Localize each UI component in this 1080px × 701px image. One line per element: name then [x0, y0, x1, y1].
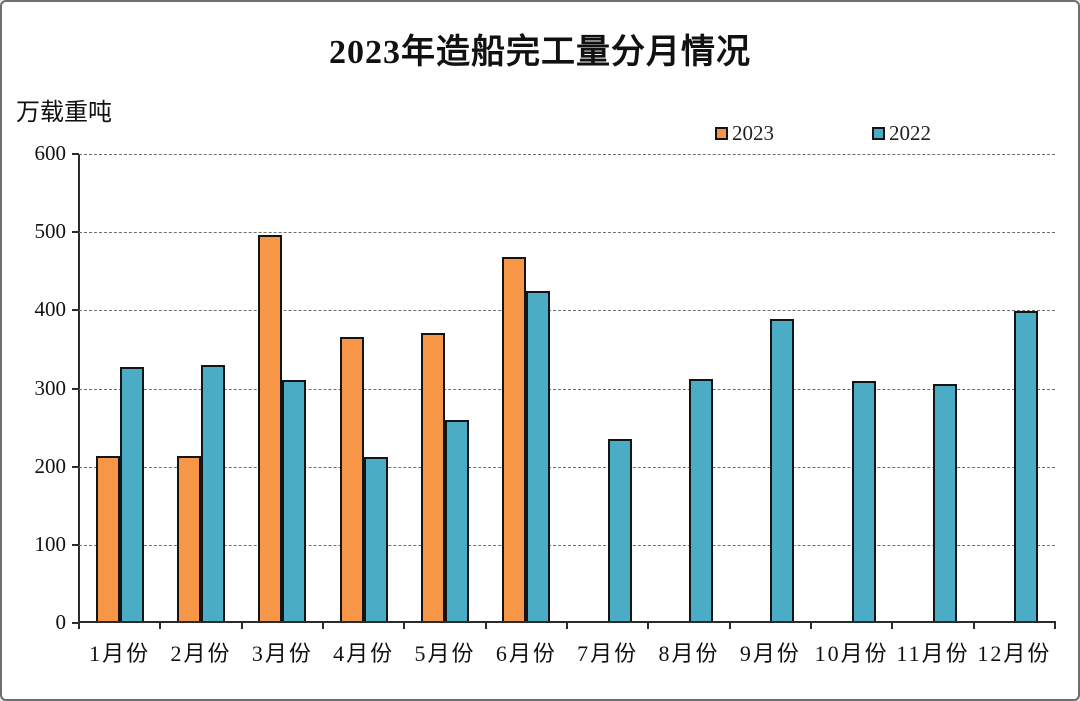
x-axis-label-m6: 6月份 [495, 641, 557, 666]
x-tick-mark-11 [972, 623, 975, 629]
x-tick-mark-1 [159, 623, 162, 629]
bar-2022-m12 [1014, 310, 1039, 623]
bar-2022-m6 [526, 291, 551, 623]
y-tick-mark-0 [72, 622, 79, 624]
x-tick-mark-0 [78, 623, 80, 629]
x-tick-mark-8 [728, 623, 731, 629]
legend-label-2022: 2022 [889, 121, 931, 145]
gridline-400 [79, 310, 1055, 312]
y-tick-label-0: 0 [55, 610, 67, 634]
bar-2023-m5 [421, 333, 445, 623]
y-tick-label-300: 300 [34, 375, 67, 400]
x-axis-label-m7: 7月份 [577, 641, 639, 666]
bar-2022-m1 [119, 366, 144, 623]
x-axis-label-m4: 4月份 [333, 641, 395, 666]
legend-item-2023: 2023 [715, 123, 774, 144]
x-axis-label-m5: 5月份 [414, 641, 476, 666]
x-axis-label-m3: 3月份 [251, 641, 313, 666]
bar-2022-m8 [689, 379, 713, 623]
x-axis-label-m1: 1月份 [89, 641, 151, 666]
y-axis-unit-label: 万载重吨 [16, 100, 112, 126]
y-tick-mark-400 [72, 309, 79, 312]
bar-2022-m2 [201, 365, 225, 623]
y-tick-mark-200 [72, 465, 79, 468]
chart-legend: 2023 2022 [715, 123, 931, 144]
x-tick-mark-6 [566, 623, 568, 629]
x-axis-label-m2: 2月份 [170, 641, 232, 666]
legend-label-2023: 2023 [732, 121, 774, 145]
bar-2022-m3 [282, 380, 307, 623]
bar-2023-m4 [339, 337, 364, 623]
bar-2022-m7 [607, 438, 632, 623]
y-tick-mark-100 [72, 543, 79, 546]
chart-title: 2023年造船完工量分月情况 [329, 34, 751, 71]
bar-2023-m3 [258, 234, 283, 623]
bar-2023-m1 [95, 456, 120, 623]
gridline-100 [79, 544, 1055, 546]
x-tick-mark-12 [1054, 623, 1056, 629]
gridline-300 [79, 388, 1055, 390]
legend-swatch-2023 [715, 127, 728, 140]
y-tick-mark-500 [72, 231, 79, 234]
y-tick-mark-600 [72, 153, 79, 155]
legend-item-2022: 2022 [872, 123, 931, 144]
bar-2022-m9 [770, 319, 795, 623]
y-tick-label-200: 200 [34, 453, 67, 478]
y-tick-label-400: 400 [34, 297, 67, 322]
x-axis-label-m12: 12月份 [977, 641, 1052, 666]
x-axis-label-m8: 8月份 [658, 641, 720, 666]
x-tick-mark-7 [647, 623, 650, 629]
x-axis [78, 621, 1056, 623]
legend-swatch-2022 [872, 127, 885, 140]
y-tick-label-600: 600 [34, 141, 67, 165]
bar-2022-m11 [933, 384, 957, 623]
x-axis-label-m9: 9月份 [739, 641, 801, 666]
bar-2023-m6 [502, 256, 527, 623]
x-tick-mark-3 [322, 623, 324, 629]
bar-2022-m10 [851, 381, 876, 623]
plot-area [79, 154, 1055, 623]
x-tick-mark-4 [403, 623, 406, 629]
x-tick-mark-2 [240, 623, 243, 629]
gridline-200 [79, 466, 1055, 468]
gridline-500 [79, 232, 1055, 234]
x-tick-mark-10 [891, 623, 894, 629]
x-axis-label-m11: 11月份 [896, 641, 970, 666]
bar-2022-m4 [363, 456, 388, 623]
y-tick-label-500: 500 [34, 219, 67, 244]
x-tick-mark-9 [810, 623, 812, 629]
gridline-600 [79, 154, 1055, 155]
bar-2023-m2 [177, 456, 201, 623]
x-tick-mark-5 [484, 623, 487, 629]
y-tick-mark-300 [72, 387, 79, 390]
y-tick-label-100: 100 [34, 531, 67, 556]
bar-2022-m5 [445, 420, 469, 623]
x-axis-label-m10: 10月份 [814, 641, 889, 666]
